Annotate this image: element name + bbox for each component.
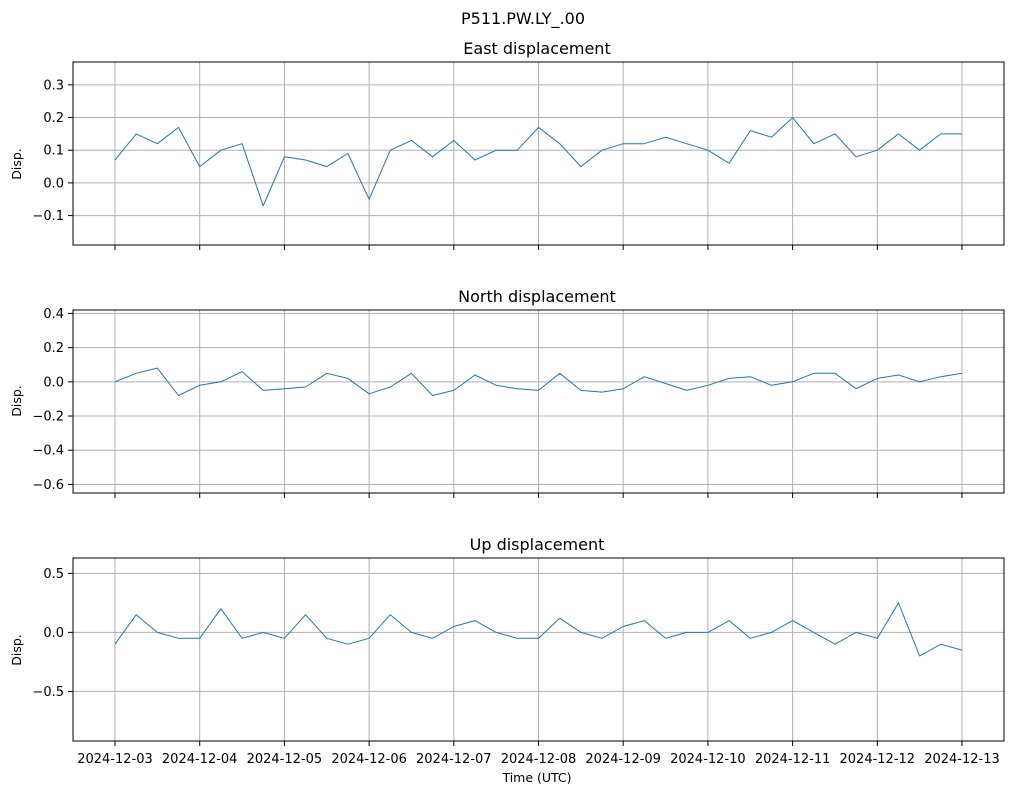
axes-frame bbox=[72, 309, 1005, 494]
east-y-axis-label: Disp. bbox=[9, 148, 24, 180]
y-tick-label: −0.4 bbox=[32, 444, 64, 459]
displacement-series-line bbox=[114, 367, 963, 396]
x-tick-label: 2024-12-08 bbox=[501, 752, 577, 767]
x-tick-label: 2024-12-09 bbox=[585, 752, 661, 767]
y-tick-label: 0.0 bbox=[43, 626, 64, 641]
up-y-axis-label: Disp. bbox=[9, 634, 24, 666]
displacement-series-line bbox=[114, 117, 962, 207]
y-tick-label: 0.0 bbox=[43, 375, 64, 390]
east-displacement-panel: East displacement Disp. 0.3 0.2 0.1 0.0 −0.1 bbox=[9, 39, 1005, 250]
x-tick-label: 2024-12-10 bbox=[670, 752, 746, 767]
y-tick-label: 0.3 bbox=[43, 78, 64, 93]
x-tick-label: 2024-12-04 bbox=[162, 752, 238, 767]
y-tick-label: −0.6 bbox=[32, 478, 64, 493]
up-displacement-panel: Up displacement Disp. 2024-12-03 2024-12-… bbox=[9, 535, 1005, 767]
y-tick-label: −0.1 bbox=[32, 209, 64, 224]
displacement-series-line bbox=[114, 602, 963, 657]
x-tick-label: 2024-12-06 bbox=[331, 752, 407, 767]
y-tick-label: 0.1 bbox=[43, 144, 64, 159]
axes-frame bbox=[72, 61, 1005, 246]
north-panel-title: North displacement bbox=[458, 287, 616, 306]
x-tick-label: 2024-12-13 bbox=[924, 752, 1000, 767]
y-tick-label: 0.4 bbox=[43, 307, 64, 322]
x-axis-label: Time (UTC) bbox=[501, 770, 571, 785]
up-panel-title: Up displacement bbox=[470, 535, 605, 554]
y-tick-label: 0.5 bbox=[43, 567, 64, 582]
x-tick-label: 2024-12-03 bbox=[77, 752, 153, 767]
y-tick-label: 0.2 bbox=[43, 111, 64, 126]
east-panel-title: East displacement bbox=[463, 39, 610, 58]
north-y-axis-label: Disp. bbox=[9, 385, 24, 417]
y-tick-label: −0.5 bbox=[32, 685, 64, 700]
figure-title: P511.PW.LY_.00 bbox=[461, 9, 585, 29]
y-tick-label: −0.2 bbox=[32, 410, 64, 425]
north-displacement-panel: North displacement Disp. 0.4 0.2 0.0 −0.2 −0… bbox=[9, 287, 1005, 498]
x-tick-label: 2024-12-11 bbox=[755, 752, 831, 767]
x-tick-label: 2024-12-12 bbox=[840, 752, 916, 767]
axes-frame bbox=[72, 557, 1005, 742]
x-tick-label: 2024-12-07 bbox=[416, 752, 492, 767]
y-tick-label: 0.2 bbox=[43, 341, 64, 356]
y-tick-label: 0.0 bbox=[43, 176, 64, 191]
x-tick-label: 2024-12-05 bbox=[247, 752, 323, 767]
